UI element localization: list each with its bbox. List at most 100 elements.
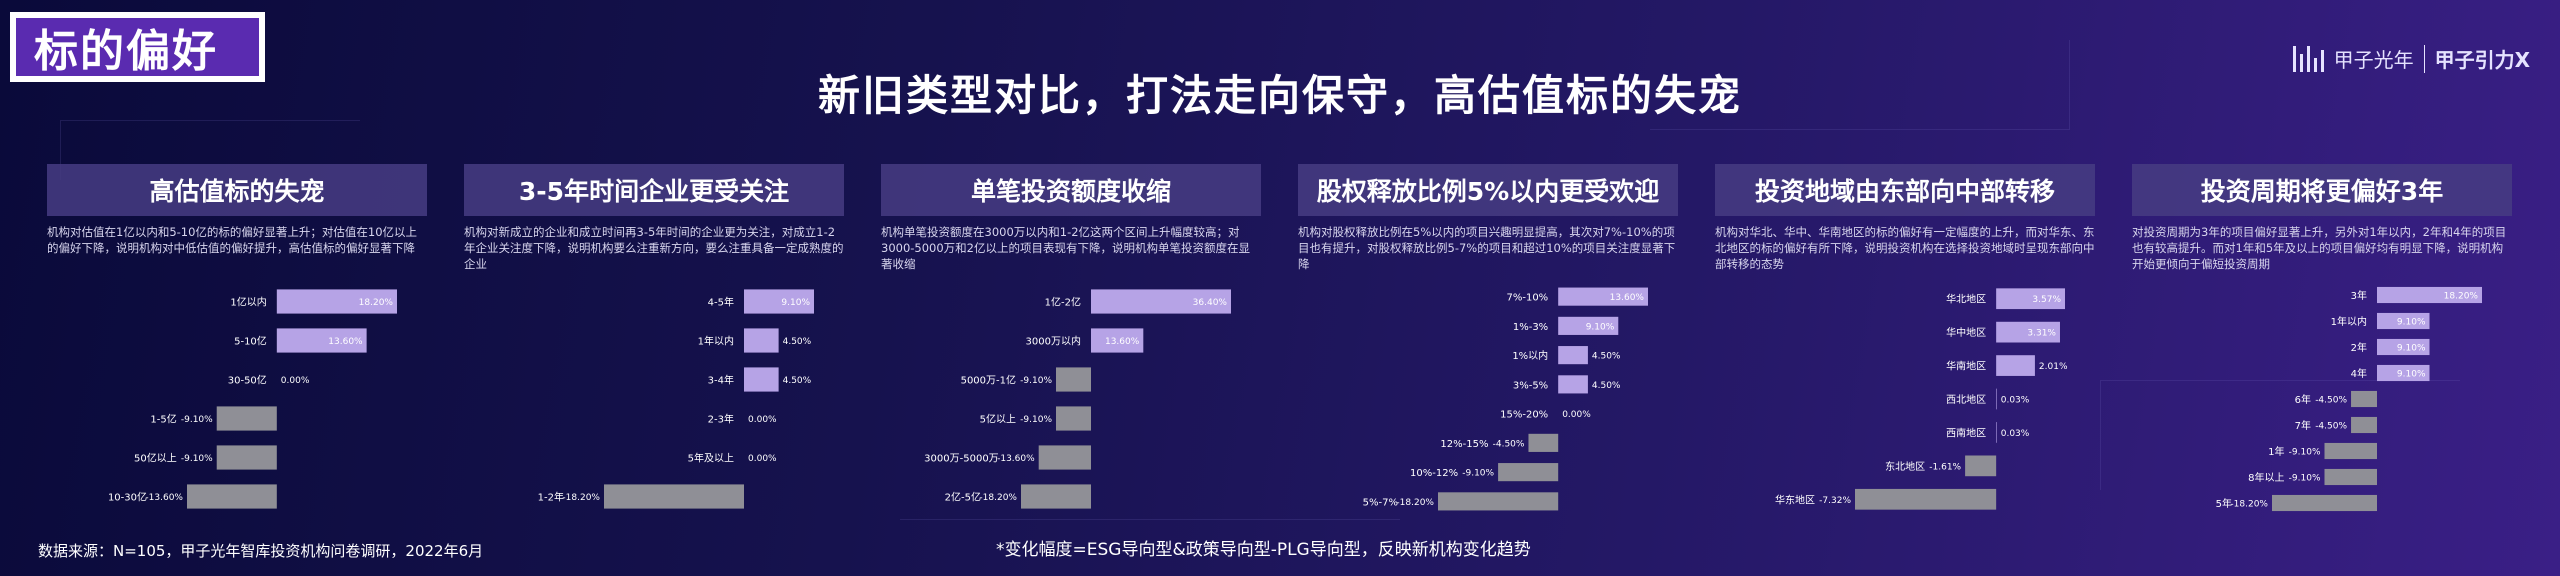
value-label: -18.20% [979, 493, 1017, 503]
chart-bar [1438, 492, 1559, 511]
bar-chart: 7%-10% 13.60% 1%-3% 9.10% 1%以内 4.50% 3%-5% 4.50… [1298, 276, 1678, 516]
category-label: 华北地区 [1946, 293, 1986, 306]
background-line [900, 470, 1400, 520]
category-label: 1年以内 [698, 335, 734, 348]
value-label: 3.31% [2027, 329, 2056, 339]
category-label: 5年及以上 [688, 452, 734, 465]
panel-equity-release: 股权释放比例5%以内更受欢迎 机构对股权释放比例在5%以内的项目兴趣明显提高，其… [1298, 164, 1678, 511]
chart-bar [1996, 422, 1997, 443]
category-label: 1年以内 [2331, 315, 2367, 328]
value-label: 13.60% [328, 337, 363, 347]
chart-bar [1855, 488, 1997, 510]
value-label: -4.50% [2315, 422, 2347, 432]
chart-bar [2324, 442, 2377, 460]
value-label: -4.50% [1493, 439, 1525, 449]
category-label: 1亿-2亿 [1045, 296, 1081, 309]
logo-name: 甲子光年 [2333, 48, 2414, 72]
chart-svg: 1亿以内 18.20% 5-10亿 13.60% 30-50亿 0.00% 1-5亿 -9.1… [108, 289, 397, 509]
chart-bar [744, 367, 779, 392]
chart-bar [1021, 484, 1091, 509]
value-label: 0.00% [1562, 410, 1591, 420]
panel-description: 对投资周期为3年的项目偏好显著上升，另外对1年以内，2年和4年的项目也有较高提升… [2132, 225, 2507, 271]
bar-chart: 华北地区 3.57% 华中地区 3.31% 华南地区 2.01% 西北地区 0.03% 西南地区… [1715, 276, 2095, 516]
value-label: 3.57% [2032, 295, 2061, 305]
panel-description: 机构对新成立的企业和成立时间再3-5年时间的企业更为关注，对成立1-2年企业关注… [464, 225, 844, 271]
value-label: 13.60% [1105, 337, 1140, 347]
chart-bar [1056, 406, 1091, 431]
category-label: 2-3年 [708, 413, 734, 426]
value-label: 0.00% [748, 415, 777, 425]
chart-bar [2351, 390, 2377, 408]
value-label: 18.20% [359, 298, 394, 308]
chart-bar [2377, 364, 2430, 382]
category-label: 7%-10% [1506, 293, 1548, 304]
chart-bar [1558, 346, 1588, 365]
category-label: 3000万以内 [1026, 335, 1081, 348]
value-label: 0.03% [2001, 396, 2030, 406]
value-label: 9.10% [2397, 318, 2426, 328]
value-label: 9.10% [1586, 322, 1615, 332]
panel-title: 单笔投资额度收缩 [881, 164, 1261, 216]
section-tag-label: 标的偏好 [16, 18, 259, 77]
bar-chart: 4-5年 9.10% 1年以内 4.50% 3-4年 4.50% 2-3年 0.00% 5年及以… [464, 276, 844, 516]
panel-title: 3-5年时间企业更受关注 [464, 164, 844, 216]
value-label: 13.60% [1610, 293, 1645, 303]
logo-mark-icon [2292, 45, 2324, 72]
category-label: 西北地区 [1946, 393, 1986, 406]
category-label: 5年 [2216, 497, 2232, 510]
category-label: 5%-7% [1363, 497, 1398, 508]
chart-bar [216, 445, 277, 470]
category-label: 4-5年 [708, 296, 734, 309]
panel-description: 机构对股权释放比例在5%以内的项目兴趣明显提高，其次对7%-10%的项目也有提升… [1298, 225, 1676, 271]
value-label: -9.10% [1020, 376, 1052, 386]
category-label: 华中地区 [1946, 326, 1986, 339]
bar-chart: 1亿-2亿 36.40% 3000万以内 13.60% 5000万-1亿 -9.10% 5亿… [881, 276, 1261, 516]
chart-svg: 1亿-2亿 36.40% 3000万以内 13.60% 5000万-1亿 -9.10% 5亿… [924, 289, 1231, 509]
value-label: 4.50% [783, 376, 812, 386]
chart-svg: 4-5年 9.10% 1年以内 4.50% 3-4年 4.50% 2-3年 0.00% 5年及以… [538, 289, 814, 509]
bar-chart: 1亿以内 18.20% 5-10亿 13.60% 30-50亿 0.00% 1-5亿 -9.1… [47, 276, 427, 516]
value-label: 36.40% [1193, 298, 1228, 308]
panel-title: 股权释放比例5%以内更受欢迎 [1298, 164, 1678, 216]
logo-brand: 甲子引力X [2434, 48, 2530, 72]
background-line [60, 120, 360, 180]
value-label: 9.10% [2397, 370, 2426, 380]
logo-divider [2423, 44, 2425, 73]
chart-bar [2377, 286, 2482, 304]
category-label: 15%-20% [1500, 410, 1548, 421]
value-label: 18.20% [2444, 292, 2479, 302]
chart-bar [2377, 338, 2430, 356]
value-label: 2.01% [2039, 362, 2068, 372]
category-label: 10-30亿 [108, 491, 147, 504]
chart-bar [2324, 468, 2377, 486]
background-line [1650, 40, 2070, 130]
chart-bar [1996, 355, 2035, 376]
category-label: 5000万-1亿 [961, 374, 1016, 387]
value-label: 0.03% [2001, 429, 2030, 439]
category-label: 1%-3% [1513, 322, 1548, 333]
panel-region: 投资地域由东部向中部转移 机构对华北、华中、华南地区的标的偏好有一定幅度的上升，… [1715, 164, 2095, 510]
category-label: 5-10亿 [234, 335, 267, 348]
category-label: 50亿以上 [134, 452, 177, 465]
panel-company-age: 3-5年时间企业更受关注 机构对新成立的企业和成立时间再3-5年时间的企业更为关… [464, 164, 844, 509]
category-label: 1%以内 [1512, 349, 1548, 362]
value-label: -9.10% [2289, 448, 2321, 458]
category-label: 西南地区 [1946, 426, 1986, 439]
category-label: 东北地区 [1885, 460, 1925, 473]
category-label: 7年 [2295, 419, 2311, 432]
panel-investment-period: 投资周期将更偏好3年 对投资周期为3年的项目偏好显著上升，另外对1年以内，2年和… [2132, 164, 2512, 512]
category-label: 1亿以内 [230, 296, 266, 309]
category-label: 10%-12% [1410, 468, 1458, 479]
value-label: -9.10% [1462, 469, 1494, 479]
value-label: -9.10% [181, 415, 213, 425]
panel-title: 投资周期将更偏好3年 [2132, 164, 2512, 216]
chart-bar [2272, 494, 2377, 512]
chart-bar [1558, 375, 1588, 394]
chart-bar [1528, 433, 1559, 452]
panel-title: 投资地域由东部向中部转移 [1715, 164, 2095, 216]
category-label: 3000万-5000万 [924, 454, 999, 465]
category-label: 5亿以上 [980, 413, 1016, 426]
value-label: 4.50% [1592, 381, 1621, 391]
panel-description: 机构对估值在1亿以内和5-10亿的标的偏好显著上升；对估值在10亿以上的偏好下降… [47, 225, 418, 255]
chart-bar [1996, 388, 1997, 410]
